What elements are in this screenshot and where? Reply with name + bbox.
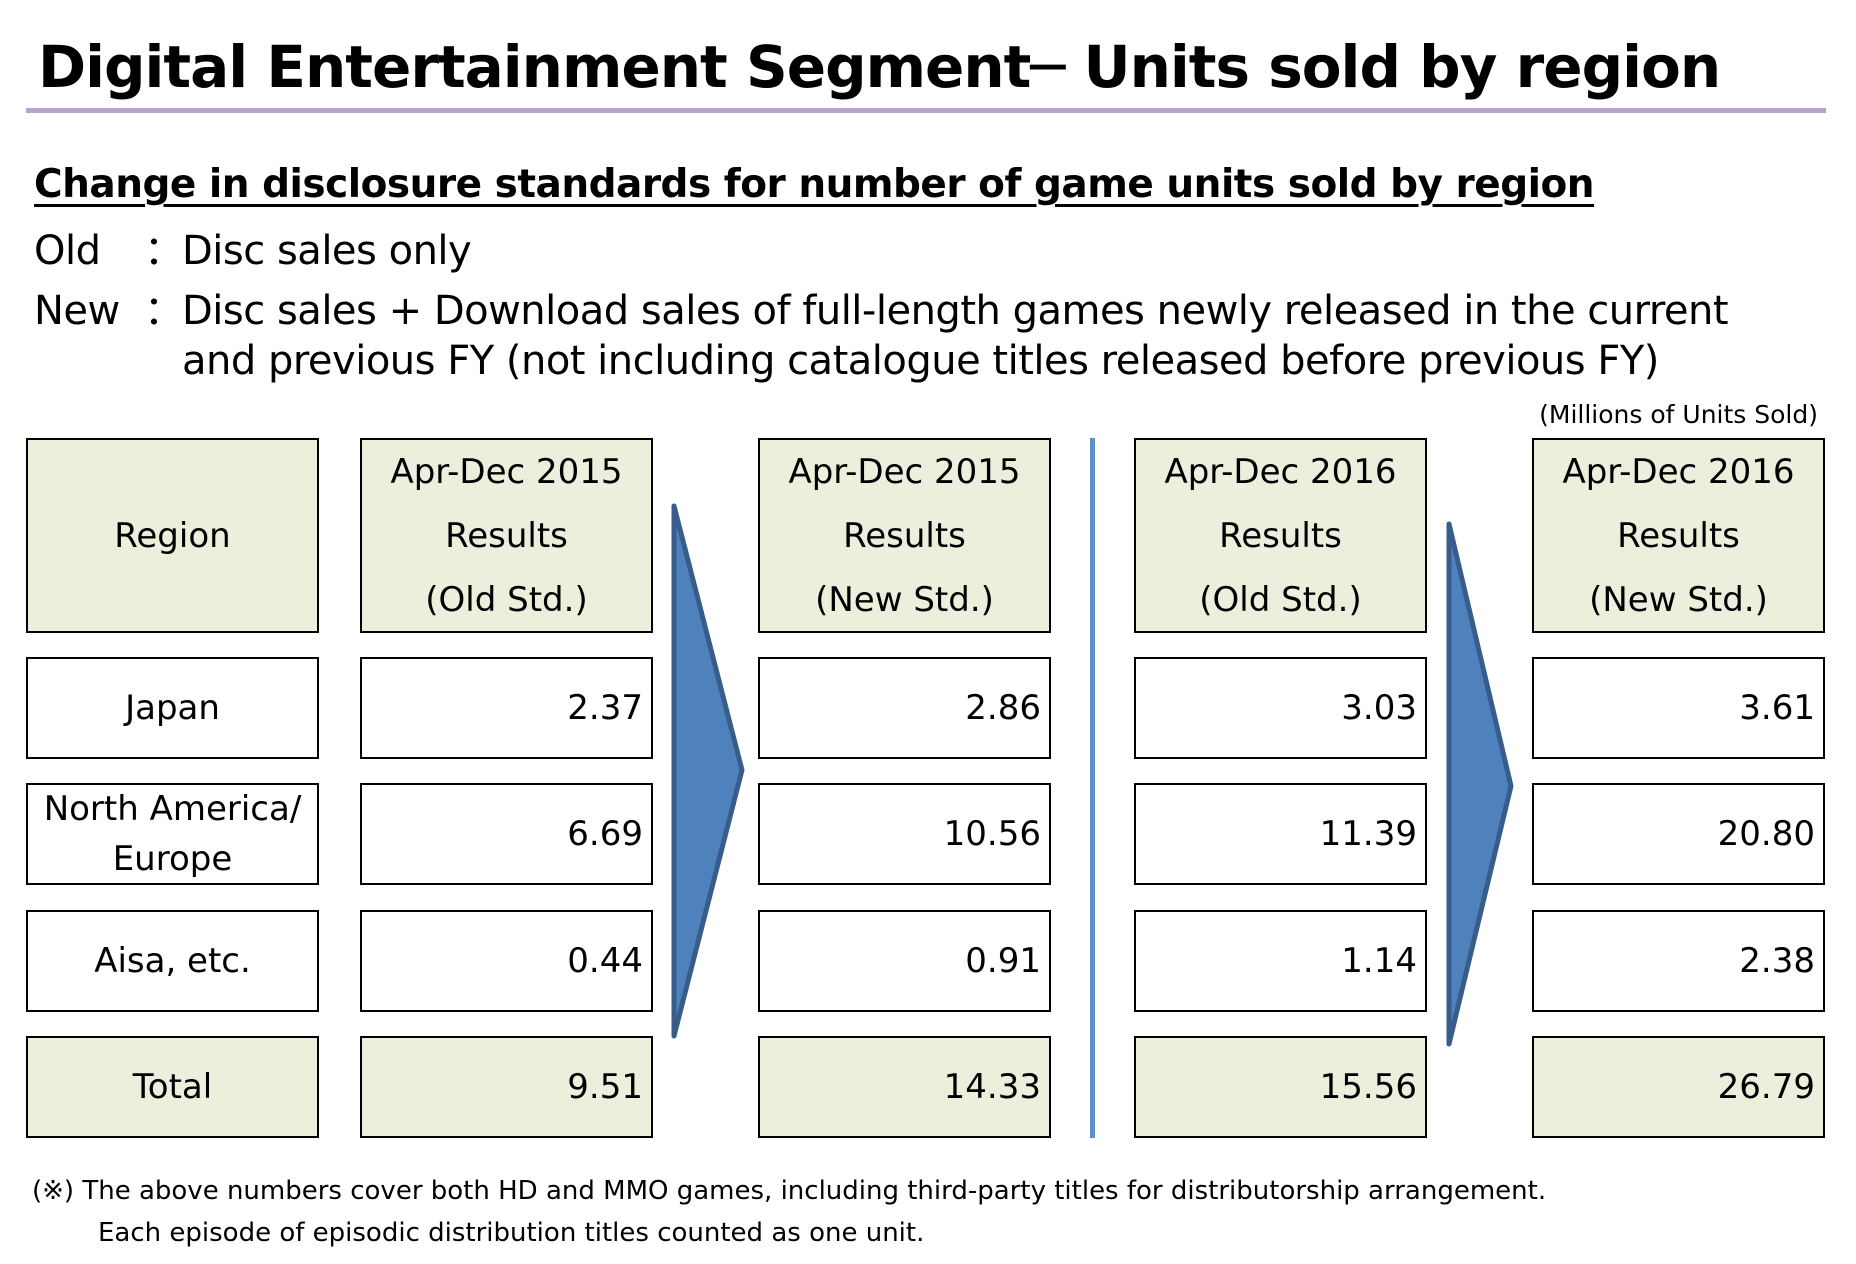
column-header-standard: (Old Std.)	[1199, 579, 1362, 620]
definition-old-text: Disc sales only	[182, 228, 472, 274]
value-cell-asia-2015-new: 0.91	[758, 910, 1051, 1012]
value-cell-total-2015-new: 14.33	[758, 1036, 1051, 1138]
column-header-apr-dec-2016-old: Apr-Dec 2016 Results (Old Std.)	[1134, 438, 1427, 633]
column-header-results: Results	[1617, 515, 1740, 556]
column-header-standard: (New Std.)	[815, 579, 994, 620]
value-cell-asia-2016-old: 1.14	[1134, 910, 1427, 1012]
column-header-period: Apr-Dec 2016	[1562, 451, 1795, 492]
chevron-right-arrow-2016	[1446, 521, 1514, 1047]
section-subheading: Change in disclosure standards for numbe…	[34, 162, 1595, 207]
footnote-line1: (※) The above numbers cover both HD and …	[32, 1176, 1547, 1206]
definition-new-colon: ：	[144, 288, 184, 334]
column-header-period: Apr-Dec 2015	[390, 451, 623, 492]
value-cell-japan-2015-old: 2.37	[360, 657, 653, 759]
value-cell-japan-2016-old: 3.03	[1134, 657, 1427, 759]
region-cell-japan: Japan	[26, 657, 319, 759]
value-cell-japan-2015-new: 2.86	[758, 657, 1051, 759]
column-header-standard: (Old Std.)	[425, 579, 588, 620]
definition-new-text-line1: Disc sales + Download sales of full-leng…	[182, 288, 1729, 334]
value-cell-japan-2016-new: 3.61	[1532, 657, 1825, 759]
chevron-right-arrow-2015	[671, 503, 745, 1039]
value-cell-total-2016-old: 15.56	[1134, 1036, 1427, 1138]
region-cell-asia: Aisa, etc.	[26, 910, 319, 1012]
value-cell-na-eu-2016-new: 20.80	[1532, 783, 1825, 885]
column-header-apr-dec-2016-new: Apr-Dec 2016 Results (New Std.)	[1532, 438, 1825, 633]
definition-old-term: Old	[34, 228, 101, 274]
definition-new-text-line2: and previous FY (not including catalogue…	[182, 338, 1659, 384]
value-cell-total-2015-old: 9.51	[360, 1036, 653, 1138]
column-header-apr-dec-2015-old: Apr-Dec 2015 Results (Old Std.)	[360, 438, 653, 633]
value-cell-na-eu-2016-old: 11.39	[1134, 783, 1427, 885]
column-header-results: Results	[1219, 515, 1342, 556]
definition-new-term: New	[34, 288, 120, 334]
column-header-results: Results	[843, 515, 966, 556]
column-header-apr-dec-2015-new: Apr-Dec 2015 Results (New Std.)	[758, 438, 1051, 633]
region-cell-north-america-europe: North America/ Europe	[26, 783, 319, 885]
region-header-label: Region	[114, 515, 231, 556]
value-cell-na-eu-2015-new: 10.56	[758, 783, 1051, 885]
region-label: Japan	[125, 688, 220, 728]
region-cell-total: Total	[26, 1036, 319, 1138]
column-header-period: Apr-Dec 2016	[1164, 451, 1397, 492]
definition-old-colon: ：	[144, 228, 184, 274]
value-cell-asia-2015-old: 0.44	[360, 910, 653, 1012]
column-header-standard: (New Std.)	[1589, 579, 1768, 620]
footnote-line2: Each episode of episodic distribution ti…	[98, 1218, 925, 1248]
title-underline-rule	[26, 108, 1826, 113]
region-label-line1: North America/	[43, 789, 302, 829]
value-cell-asia-2016-new: 2.38	[1532, 910, 1825, 1012]
units-note: (Millions of Units Sold)	[1539, 400, 1818, 429]
region-label-line2: Europe	[112, 839, 233, 879]
region-label: Total	[132, 1067, 213, 1107]
period-divider-line	[1090, 438, 1095, 1138]
value-cell-na-eu-2015-old: 6.69	[360, 783, 653, 885]
value-cell-total-2016-new: 26.79	[1532, 1036, 1825, 1138]
region-header-cell: Region	[26, 438, 319, 633]
column-header-period: Apr-Dec 2015	[788, 451, 1021, 492]
footnote: (※) The above numbers cover both HD and …	[32, 1170, 1546, 1254]
page-title: Digital Entertainment Segment─ Units sol…	[38, 33, 1721, 101]
definition-old: Old ：Disc sales only	[34, 218, 472, 276]
definition-new: New ：Disc sales + Download sales of full-…	[34, 278, 1729, 336]
column-header-results: Results	[445, 515, 568, 556]
region-label: Aisa, etc.	[94, 941, 251, 981]
